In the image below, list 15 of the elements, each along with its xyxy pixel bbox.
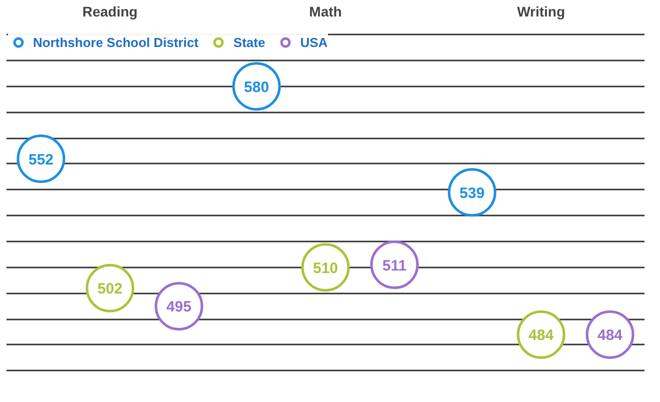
x-tick-label: Reading [82,4,138,20]
data-label: 539 [460,184,485,202]
data-label: 552 [28,151,54,168]
x-tick-label: Math [309,4,342,20]
x-tick-label: Writing [517,4,566,20]
data-label: 502 [97,280,122,298]
data-label: 511 [382,257,407,274]
data-label: 580 [244,78,270,96]
data-label: 484 [598,327,624,344]
data-label: 484 [528,327,554,344]
legend-label: State [233,34,266,50]
data-label: 510 [312,260,338,277]
legend-label: Northshore School District [33,34,198,50]
legend-label: USA [300,34,328,50]
data-label: 495 [166,298,192,316]
